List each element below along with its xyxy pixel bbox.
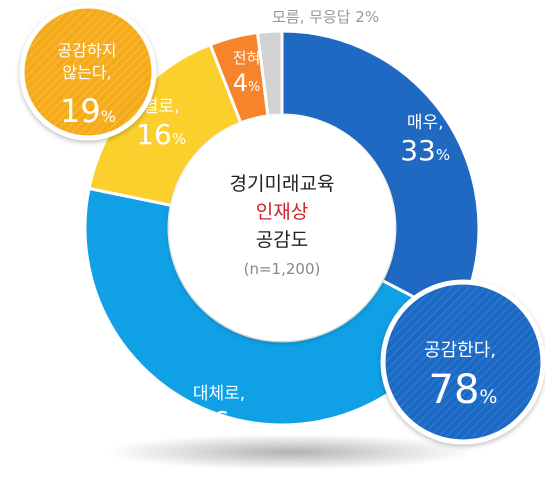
center-title-line-1: 경기미래교육: [230, 173, 335, 195]
slice-label-mostly: 대체로,: [193, 384, 245, 404]
donut-slices: [83, 29, 481, 427]
chart-floor-shadow: [105, 434, 475, 470]
slice-label-no-answer: 모름, 무응답 2%: [272, 8, 379, 26]
donut-hole: [169, 115, 395, 341]
callout-agree-value: 78%: [429, 367, 498, 413]
callout-disagree-circle: [19, 3, 157, 141]
callout-disagree: 공감하지 않는다, 19%: [19, 3, 157, 141]
slice-label-never: 전혀: [233, 49, 261, 67]
callout-agree-circle: [380, 279, 545, 445]
slice-value-rarely: 16%: [136, 118, 186, 151]
center-title-line-3: 공감도: [256, 229, 308, 251]
slice-label-rarely: 별로,: [143, 97, 180, 117]
center-sample-size: (n=1,200): [244, 260, 321, 278]
slice-value-never: 4%: [233, 69, 261, 97]
slice-value-mostly: 46%: [194, 405, 244, 438]
callout-disagree-label-1: 공감하지: [58, 41, 117, 60]
slice-value-very: 33%: [400, 134, 450, 167]
slice-label-very: 매우,: [407, 113, 444, 133]
donut-center-title: 경기미래교육 인재상 공감도 (n=1,200): [230, 173, 335, 278]
callout-agree: 공감한다, 78%: [380, 279, 545, 445]
center-title-line-2: 인재상: [256, 201, 308, 223]
callout-disagree-value: 19%: [60, 92, 116, 130]
callout-agree-label: 공감한다,: [424, 340, 496, 361]
donut-slice-labels: 매우,33% 대체로,46% 별로,16% 전혀 4%: [136, 49, 450, 438]
callout-disagree-label-2: 않는다,: [62, 63, 111, 82]
